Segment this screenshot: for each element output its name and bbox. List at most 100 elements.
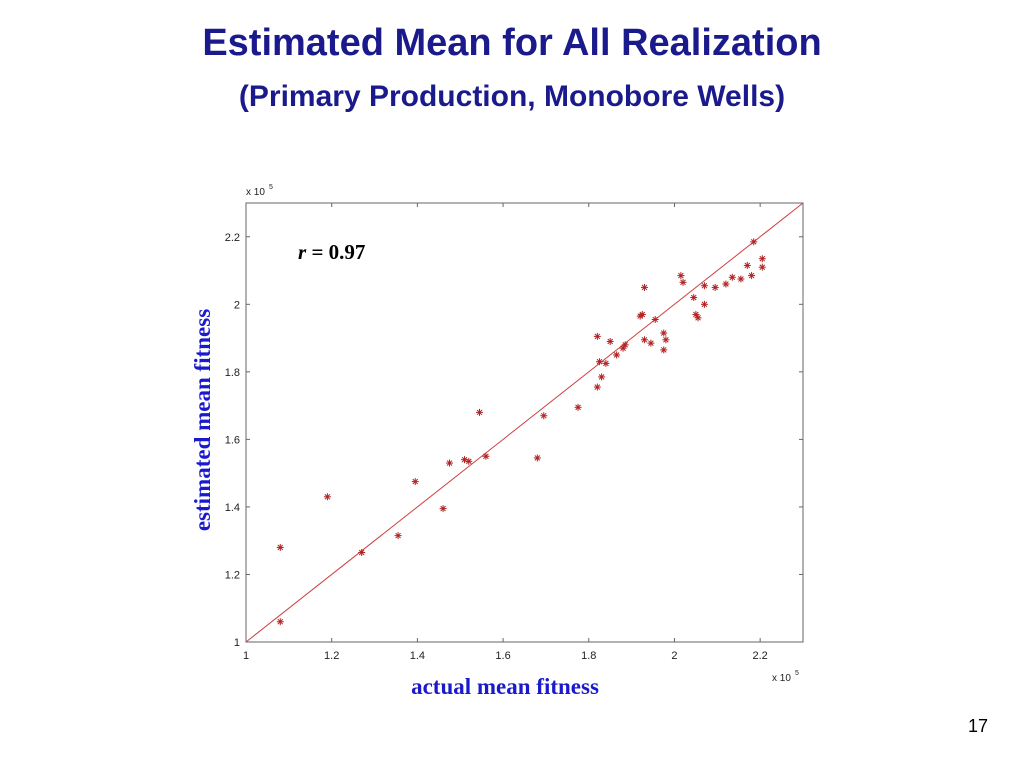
point-stroke [738, 276, 744, 282]
data-point [728, 273, 736, 281]
data-point [439, 505, 447, 513]
x-tick-label: 1.8 [581, 650, 596, 662]
point-stroke [575, 404, 581, 411]
data-point [593, 332, 601, 340]
point-stroke [277, 544, 284, 551]
x-axis-label: actual mean fitness [411, 674, 599, 699]
point-stroke [660, 330, 667, 336]
point-stroke [660, 347, 667, 353]
data-point [465, 457, 473, 465]
data-point [276, 543, 284, 551]
data-point [606, 337, 614, 345]
data-point [711, 283, 719, 291]
point-stroke [446, 460, 453, 466]
point-stroke [750, 239, 757, 245]
data-point [722, 280, 730, 288]
point-stroke [695, 315, 701, 321]
data-point [323, 493, 331, 501]
y-tick-label: 1 [234, 637, 240, 649]
data-point [595, 358, 603, 366]
y-tick-label: 1.4 [225, 502, 240, 514]
y-axis-label: estimated mean fitness [190, 308, 215, 532]
page-number: 17 [967, 716, 988, 736]
data-point [621, 341, 629, 349]
point-stroke [748, 272, 755, 279]
point-stroke [277, 618, 284, 625]
data-point [700, 300, 708, 308]
slide-title: Estimated Mean for All Realization [202, 22, 822, 64]
y-tick-label: 2 [234, 299, 240, 311]
point-stroke [729, 274, 736, 281]
data-point [677, 272, 685, 280]
x-multiplier: x 10 [772, 673, 791, 684]
data-point [593, 383, 601, 391]
point-stroke [412, 478, 419, 485]
y-tick-label: 1.8 [225, 367, 240, 379]
x-multiplier-exponent: 5 [795, 670, 799, 677]
point-stroke [461, 456, 468, 463]
point-stroke [723, 281, 729, 287]
point-stroke [693, 311, 699, 318]
y-multiplier: x 10 [246, 187, 265, 198]
fit-line [245, 202, 804, 643]
data-point [660, 329, 668, 337]
data-point [276, 618, 284, 626]
point-stroke [622, 342, 628, 348]
point-stroke [641, 336, 648, 343]
data-point [694, 314, 702, 322]
data-point [411, 478, 419, 486]
y-tick-label: 2.2 [225, 232, 240, 244]
correlation-annotation: r = 0.97 [298, 240, 365, 265]
data-point [700, 282, 708, 290]
point-stroke [652, 316, 658, 323]
point-stroke [620, 345, 626, 352]
data-point [692, 310, 700, 318]
y-tick-label: 1.2 [225, 569, 240, 581]
slide-subtitle: (Primary Production, Monobore Wells) [238, 80, 786, 113]
data-point [598, 373, 606, 381]
data-point [660, 346, 668, 354]
x-tick-label: 1.4 [410, 650, 425, 662]
point-stroke [594, 384, 601, 390]
y-tick-label: 1.6 [225, 434, 240, 446]
data-point [638, 310, 646, 318]
data-point [540, 412, 548, 420]
data-point [737, 275, 745, 283]
data-point [640, 336, 648, 344]
data-point [533, 454, 541, 462]
x-tick-label: 1.6 [495, 650, 510, 662]
data-point [748, 272, 756, 280]
point-stroke [641, 284, 648, 291]
point-stroke [324, 493, 331, 500]
point-stroke [395, 532, 401, 539]
data-point [690, 294, 698, 302]
point-stroke [483, 453, 489, 460]
data-point [613, 351, 621, 359]
point-stroke [598, 374, 605, 380]
data-point [651, 316, 659, 324]
x-tick-label: 1 [243, 650, 249, 662]
point-stroke [534, 455, 541, 461]
correlation-var: r [298, 240, 307, 264]
data-point [750, 238, 758, 246]
point-stroke [440, 505, 446, 512]
point-stroke [663, 336, 669, 343]
x-tick-label: 1.2 [324, 650, 339, 662]
point-stroke [744, 262, 751, 269]
data-point [602, 359, 610, 367]
point-stroke [701, 282, 708, 289]
point-stroke [603, 360, 609, 367]
point-stroke [607, 338, 613, 345]
data-point [758, 263, 766, 271]
point-stroke [701, 301, 708, 308]
data-point [446, 459, 454, 467]
y-multiplier-exponent: 5 [269, 184, 273, 191]
data-point [662, 336, 670, 344]
point-stroke [639, 311, 646, 318]
point-stroke [759, 264, 766, 270]
point-stroke [690, 294, 697, 301]
point-stroke [594, 333, 601, 340]
point-stroke [759, 255, 766, 262]
point-stroke [613, 352, 620, 358]
